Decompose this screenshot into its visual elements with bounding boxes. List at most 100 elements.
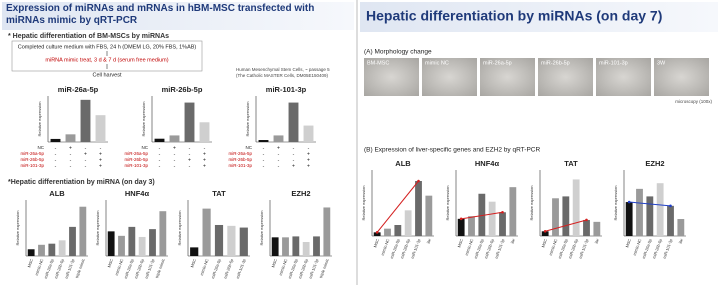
bar bbox=[373, 232, 381, 236]
bar bbox=[79, 206, 87, 256]
table-sign: + bbox=[173, 145, 176, 151]
bar bbox=[149, 229, 156, 256]
table-sign: + bbox=[307, 151, 310, 157]
bar bbox=[271, 237, 279, 256]
image-label: miR-26b-5p bbox=[541, 60, 570, 66]
x-tick-label: mimic-NC bbox=[632, 238, 643, 256]
table-sign: - bbox=[263, 157, 265, 163]
table-row-label: NC bbox=[246, 145, 253, 150]
bar bbox=[154, 138, 165, 142]
table-row-label: miR-26b-5p bbox=[228, 157, 252, 162]
table-sign: + bbox=[84, 151, 87, 157]
bar bbox=[48, 243, 56, 256]
table-sign: + bbox=[203, 151, 206, 157]
table-sign: - bbox=[293, 145, 295, 151]
section-heading: * Hepatic differentiation of BM-MSCs by … bbox=[8, 33, 169, 40]
y-axis-label: Relative expression bbox=[95, 211, 100, 246]
bar bbox=[258, 140, 269, 142]
bar bbox=[478, 193, 486, 236]
table-sign: + bbox=[292, 163, 295, 169]
left-title-box: Expression of miRNAs and mRNAs in hBM-MS… bbox=[6, 3, 315, 26]
chart-title: ALB bbox=[395, 159, 411, 168]
bar bbox=[404, 210, 412, 236]
chart-title: HNF4α bbox=[125, 189, 150, 198]
bar bbox=[159, 211, 167, 256]
left-header bbox=[2, 2, 354, 30]
table-sign: - bbox=[70, 163, 72, 169]
section-heading: (A) Morphology change bbox=[364, 49, 432, 56]
x-tick-label: MSC bbox=[540, 238, 548, 248]
table-row-label: miR-26a-5p bbox=[228, 151, 252, 156]
x-tick-label: mimic-NC bbox=[199, 258, 210, 276]
chart-title: miR-26b-5p bbox=[162, 85, 203, 94]
bar bbox=[625, 202, 633, 236]
bar bbox=[58, 240, 66, 256]
micrograph bbox=[422, 58, 477, 96]
table-sign: - bbox=[263, 145, 265, 151]
left-title: Expression of miRNAs and mRNAs in hBM-MS… bbox=[6, 3, 315, 26]
table-sign: + bbox=[69, 145, 72, 151]
y-axis-label: Relative expression bbox=[15, 211, 20, 246]
table-row-label: miR-101-3p bbox=[124, 163, 148, 168]
chart-title: HNF4α bbox=[475, 159, 500, 168]
bar bbox=[202, 208, 211, 256]
x-tick-label: 3w bbox=[425, 238, 431, 245]
bar bbox=[552, 198, 559, 236]
bar bbox=[118, 235, 125, 256]
y-axis-label: Relative expression bbox=[177, 211, 182, 246]
x-tick-label: 3w bbox=[677, 238, 683, 245]
table-sign: - bbox=[278, 163, 280, 169]
table-sign: - bbox=[70, 151, 72, 157]
bar bbox=[636, 188, 643, 236]
bar bbox=[541, 231, 549, 236]
table-sign: - bbox=[55, 151, 57, 157]
bar bbox=[107, 231, 115, 256]
bar bbox=[27, 249, 35, 256]
x-tick-label: mimic-NC bbox=[278, 258, 289, 276]
trend-point bbox=[585, 218, 588, 222]
bar bbox=[468, 216, 475, 236]
trend-point bbox=[417, 179, 420, 183]
trend-point bbox=[375, 231, 379, 234]
trend-point bbox=[627, 200, 631, 204]
chart-title: miR-26a-5p bbox=[58, 85, 99, 94]
x-tick-label: MSC bbox=[189, 258, 197, 268]
section-heading: (B) Expression of liver-specific genes a… bbox=[364, 147, 540, 154]
bar bbox=[138, 236, 146, 256]
trend-line bbox=[629, 201, 671, 207]
bar bbox=[499, 212, 506, 236]
table-row-label: miR-26b-5p bbox=[124, 157, 148, 162]
table-sign: - bbox=[55, 145, 57, 151]
x-tick-label: mimic-NC bbox=[464, 238, 475, 256]
table-sign: - bbox=[85, 157, 87, 163]
image-note: microscopy (100x) bbox=[675, 99, 712, 104]
bar bbox=[128, 226, 136, 256]
bar bbox=[488, 201, 496, 236]
x-tick-label: mimic-NC bbox=[548, 238, 559, 256]
bar bbox=[302, 242, 310, 256]
trend-point bbox=[501, 210, 504, 214]
bar bbox=[38, 244, 45, 256]
trend-line bbox=[461, 211, 503, 220]
y-axis-label: Relative expression bbox=[37, 102, 42, 137]
table-sign: - bbox=[293, 151, 295, 157]
bar bbox=[65, 134, 76, 142]
trend-point bbox=[543, 229, 547, 233]
protocol-step: miRNA mimic treat, 3 d & 7 d (serum free… bbox=[45, 57, 168, 63]
micrograph bbox=[596, 58, 651, 96]
bar bbox=[80, 99, 91, 142]
x-tick-label: triple mimic bbox=[154, 258, 166, 279]
x-tick-label: mimic-NC bbox=[34, 258, 45, 276]
table-sign: - bbox=[85, 163, 87, 169]
trend-line bbox=[376, 180, 419, 233]
table-row-label: NC bbox=[38, 145, 45, 150]
chart-title: EZH2 bbox=[291, 189, 310, 198]
protocol-step: Cell harvest bbox=[92, 72, 122, 78]
table-sign: + bbox=[99, 157, 102, 163]
bar bbox=[227, 225, 236, 256]
x-tick-label: 3w bbox=[509, 238, 515, 245]
bar bbox=[239, 227, 248, 256]
table-sign: + bbox=[307, 163, 310, 169]
x-tick-label: mimic-NC bbox=[380, 238, 391, 256]
